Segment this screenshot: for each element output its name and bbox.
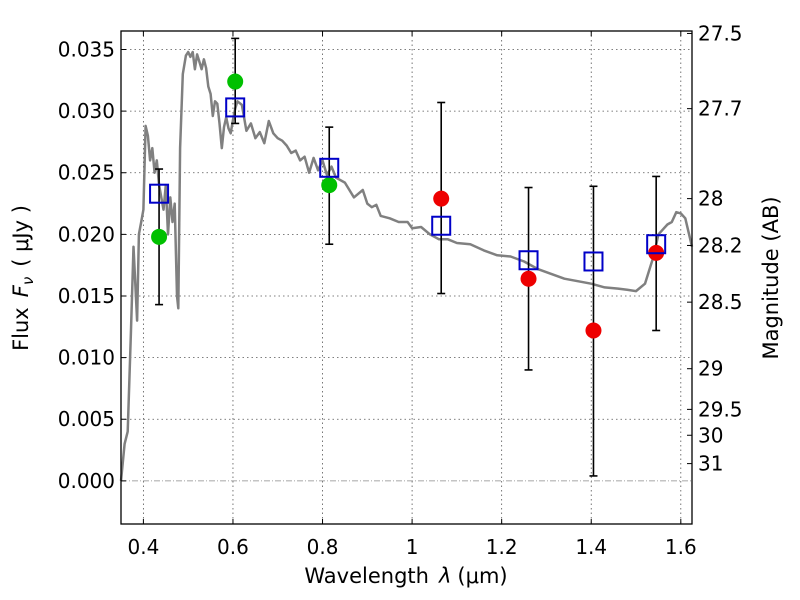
observed-flux-point bbox=[151, 228, 168, 245]
model-flux-point bbox=[646, 234, 667, 255]
model-flux-point bbox=[149, 183, 170, 204]
x-tick-label: 1.2 bbox=[486, 535, 518, 559]
x-tick-label: 0.8 bbox=[307, 535, 339, 559]
magnitude-tick-label: 27.7 bbox=[698, 97, 743, 121]
spectrum-series bbox=[119, 50, 694, 482]
magnitude-tick-label: 28.5 bbox=[698, 290, 743, 314]
x-tick-label: 0.4 bbox=[127, 535, 159, 559]
y-tick-label: 0.010 bbox=[58, 346, 115, 370]
observed-flux-point bbox=[585, 322, 602, 339]
y-axis-label-symbol: F bbox=[9, 284, 33, 297]
y-axis-label: Flux Fν ( μJy ) bbox=[9, 205, 37, 351]
y-tick-label: 0.000 bbox=[58, 469, 115, 493]
magnitude-tick-label: 29.5 bbox=[698, 397, 743, 421]
model-flux-point bbox=[319, 157, 340, 178]
x-axis-label-prefix: Wavelength bbox=[304, 564, 429, 588]
y-tick-label: 0.005 bbox=[58, 407, 115, 431]
observed-flux-point bbox=[321, 177, 338, 194]
y-axis-label-prefix: Flux bbox=[9, 307, 33, 351]
y-tick-label: 0.025 bbox=[58, 161, 115, 185]
y-tick-label: 0.035 bbox=[58, 37, 115, 61]
magnitude-tick-label: 30 bbox=[698, 423, 723, 447]
model-flux-point bbox=[518, 250, 539, 271]
model-flux-point bbox=[225, 97, 246, 118]
magnitude-tick-label: 28.2 bbox=[698, 233, 743, 257]
x-tick-label: 0.6 bbox=[217, 535, 249, 559]
magnitude-axis-label: Magnitude (AB) bbox=[759, 196, 783, 359]
model-flux-point bbox=[583, 251, 604, 272]
grid-lines bbox=[121, 31, 692, 524]
plot-frame bbox=[120, 30, 693, 525]
magnitude-tick-label: 28 bbox=[698, 187, 723, 211]
x-axis-label-unit: (μm) bbox=[457, 564, 507, 588]
model-flux-point bbox=[431, 215, 452, 236]
x-tick-label: 1.6 bbox=[665, 535, 697, 559]
y-tick-label: 0.015 bbox=[58, 284, 115, 308]
x-axis-label-symbol: λ bbox=[438, 564, 451, 588]
magnitude-axis-ticks: 27.5 27.7 28 28.2 28.5 29 29.530 31 bbox=[687, 21, 743, 476]
x-tick-label: 1.4 bbox=[575, 535, 607, 559]
magnitude-tick-label: 29 bbox=[698, 357, 723, 381]
observed-flux-point bbox=[433, 190, 450, 207]
x-axis-label: Wavelength λ (μm) bbox=[304, 564, 507, 588]
observed-points bbox=[151, 73, 665, 339]
spectrum-line bbox=[119, 50, 694, 482]
x-axis-ticks: 0.4 0.6 0.8 1 1.2 1.4 1.6 bbox=[127, 31, 697, 559]
y-axis-label-unit: ( μJy ) bbox=[9, 205, 33, 267]
model-points bbox=[149, 97, 667, 272]
y-axis-ticks: 0.000 0.005 0.010 0.015 0.020 0.025 0.030 0.035 bbox=[58, 37, 126, 493]
error-bars bbox=[155, 37, 661, 477]
y-axis-label-subscript: ν bbox=[19, 277, 37, 285]
magnitude-tick-label: 27.5 bbox=[698, 21, 743, 45]
x-tick-label: 1 bbox=[406, 535, 419, 559]
y-tick-label: 0.020 bbox=[58, 222, 115, 246]
observed-flux-point bbox=[227, 73, 244, 90]
observed-flux-point bbox=[520, 270, 537, 287]
y-tick-label: 0.030 bbox=[58, 99, 115, 123]
magnitude-tick-label: 31 bbox=[698, 452, 723, 476]
